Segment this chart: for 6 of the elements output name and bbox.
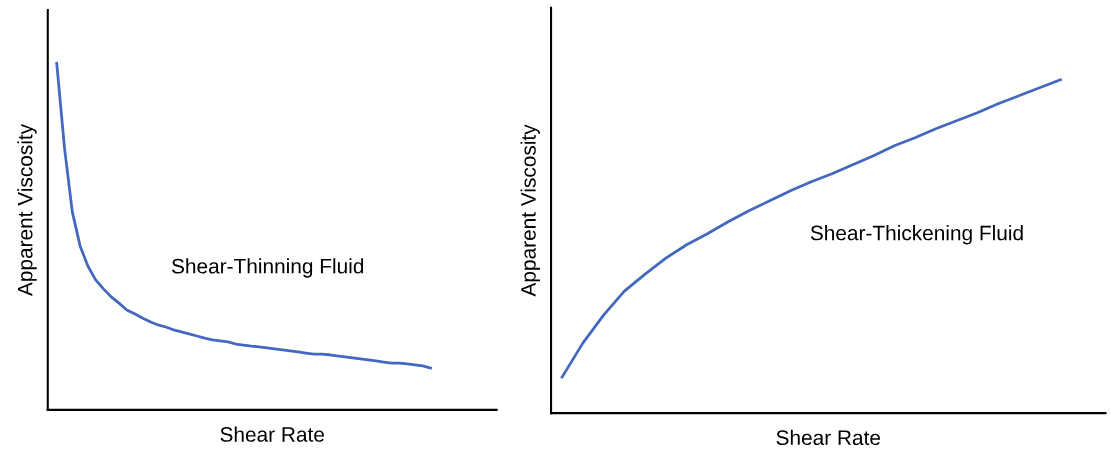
annotation: Shear-Thickening Fluid	[810, 225, 1023, 245]
x-axis-title: Shear Rate	[220, 426, 324, 442]
x-axis-title: Shear Rate	[776, 429, 881, 446]
annotation: Shear-Thinning Fluid	[171, 258, 364, 278]
y-axis-title: Apparent Viscosity	[17, 123, 37, 297]
y-axis-title: Apparent Viscosity	[520, 124, 540, 297]
